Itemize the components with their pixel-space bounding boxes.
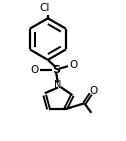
Text: Cl: Cl	[40, 3, 50, 13]
Text: N: N	[54, 80, 62, 90]
Text: O: O	[90, 86, 98, 96]
Text: O: O	[69, 60, 77, 70]
Text: S: S	[52, 65, 60, 75]
Text: O: O	[30, 65, 39, 75]
